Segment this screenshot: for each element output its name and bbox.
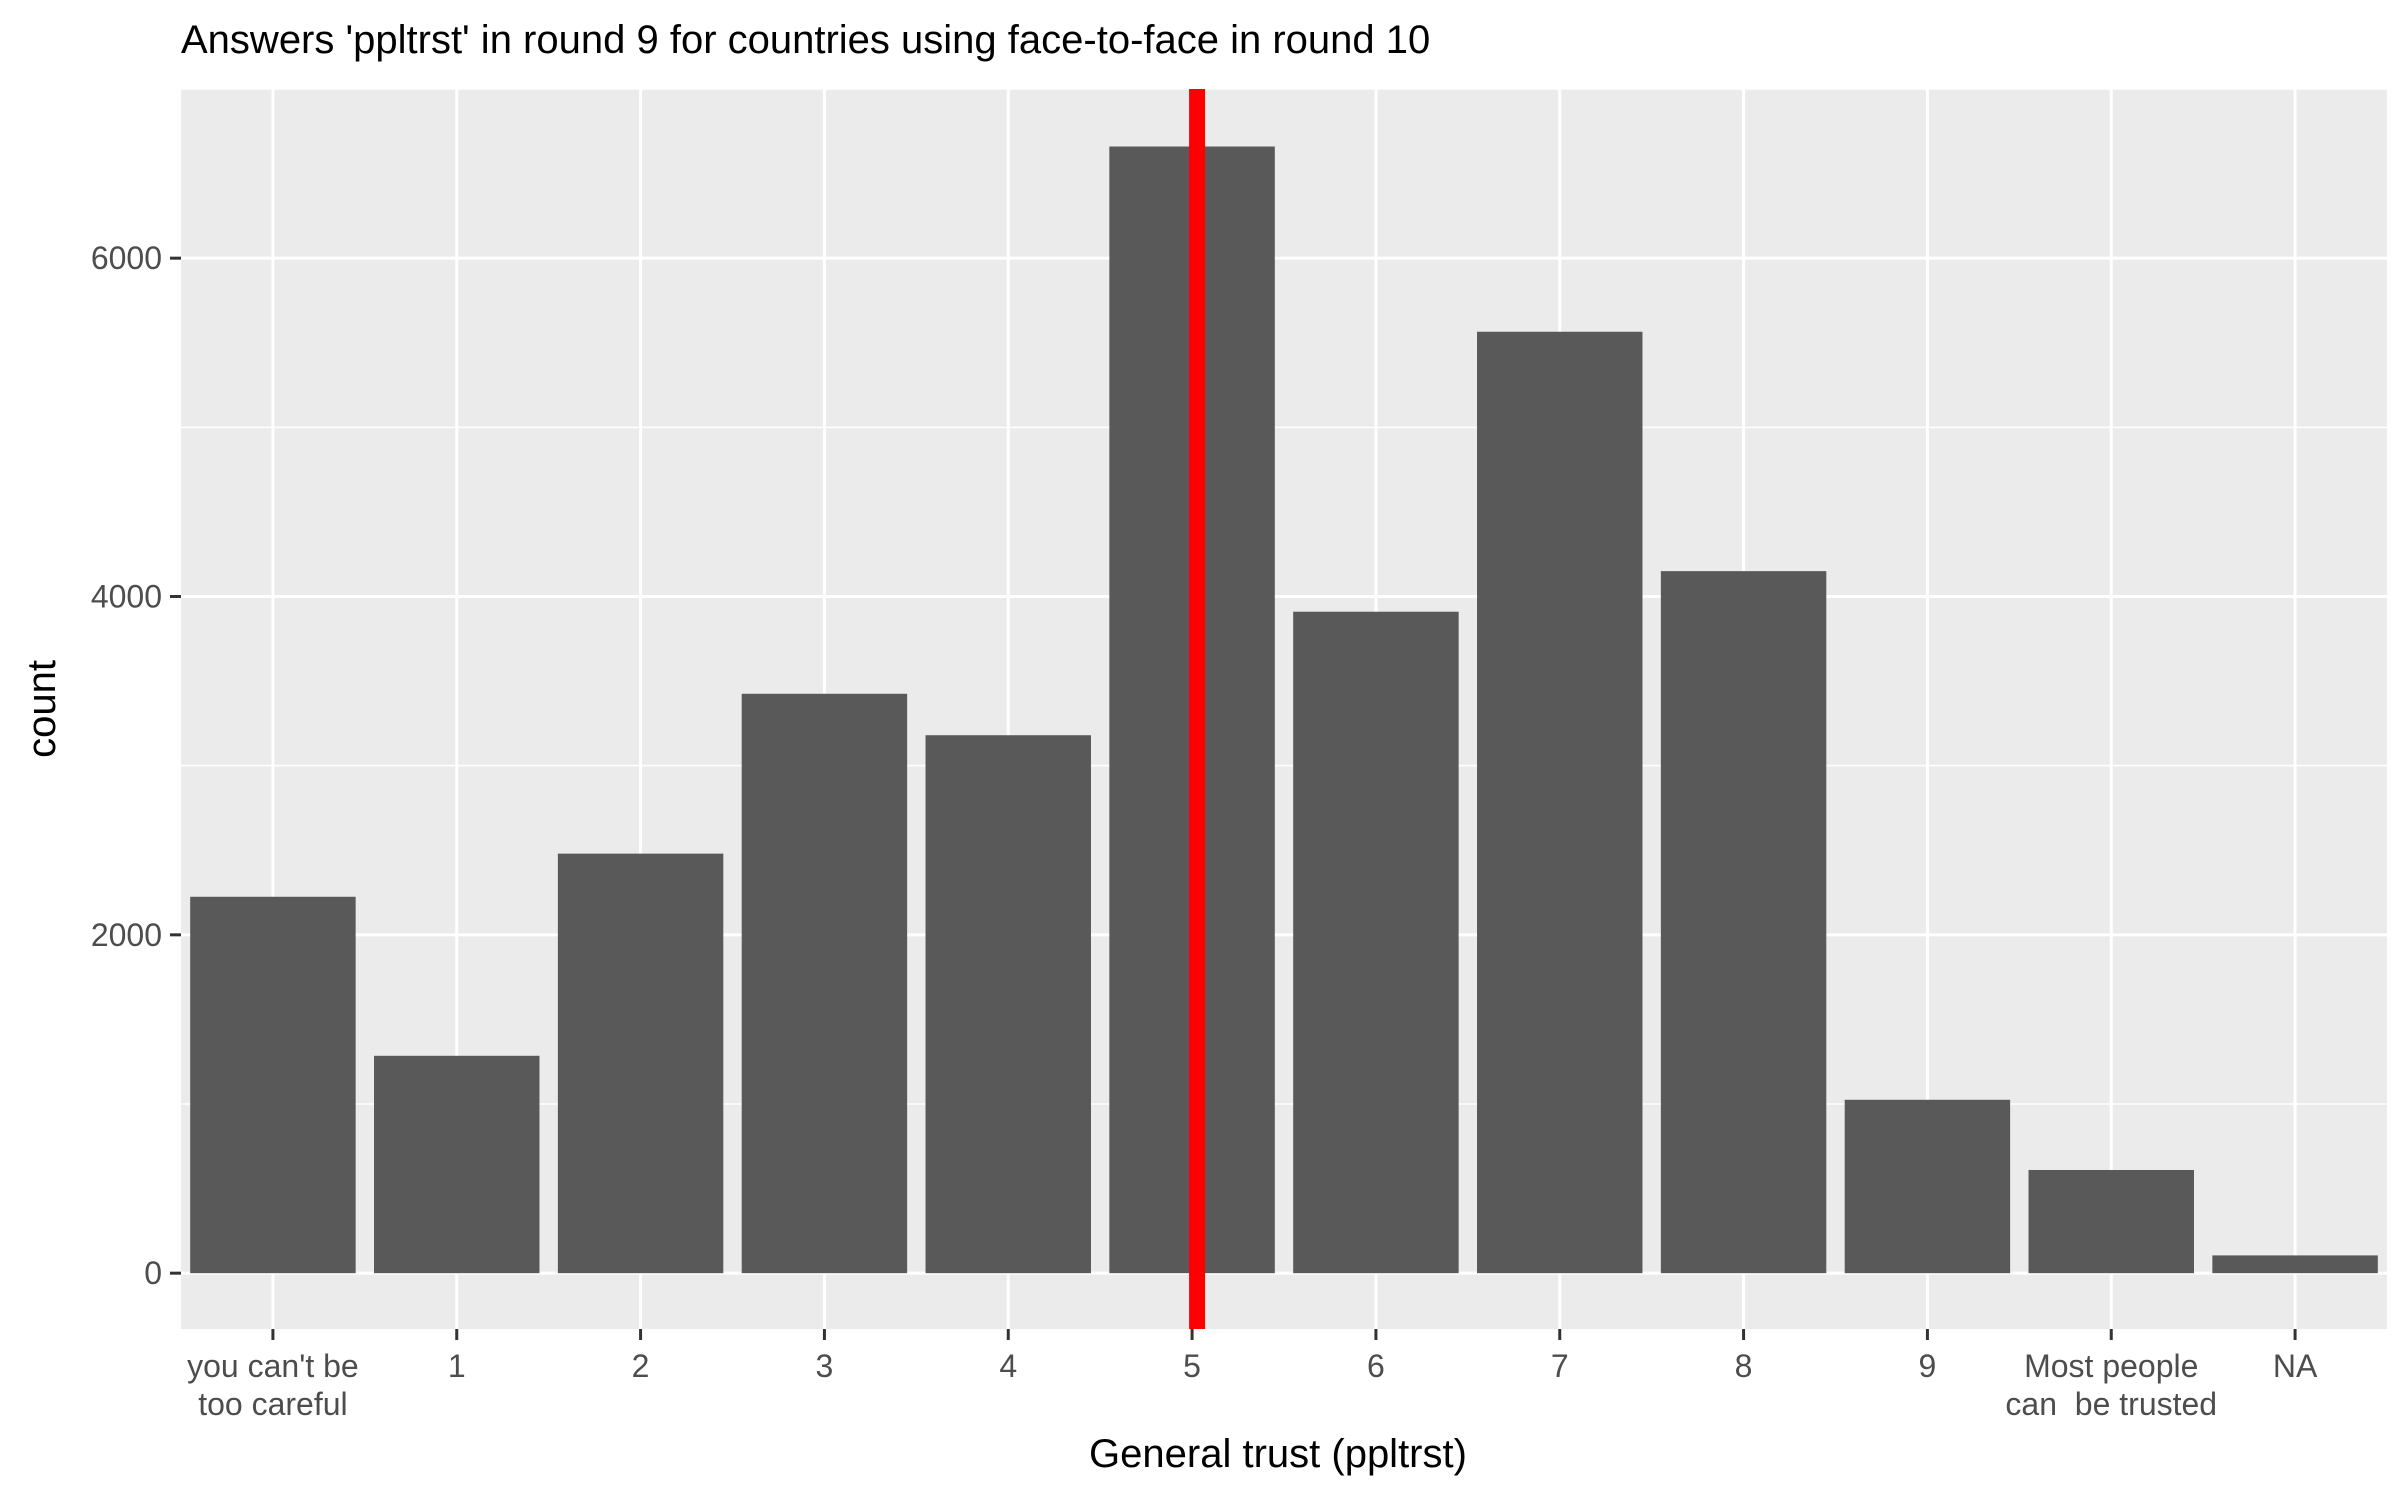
x-tick-label: 1 bbox=[448, 1348, 466, 1384]
x-tick-label-line: 5 bbox=[1183, 1348, 1201, 1384]
x-axis: you can't be too careful 1 2 3 4 5 6 7 8 9 Most peo… bbox=[187, 1329, 2318, 1422]
bar bbox=[925, 735, 1091, 1274]
y-tick-label: 0 bbox=[144, 1255, 162, 1291]
x-tick-label: 3 bbox=[816, 1348, 834, 1384]
bar bbox=[1660, 571, 1827, 1274]
x-tick-label-line: you can't be bbox=[187, 1348, 359, 1384]
y-tick-label: 4000 bbox=[91, 579, 162, 615]
plot-panel bbox=[181, 89, 2387, 1329]
x-tick-label-line: 6 bbox=[1367, 1348, 1385, 1384]
x-tick-label: 2 bbox=[632, 1348, 650, 1384]
bar bbox=[1477, 331, 1643, 1274]
x-tick-label: 5 bbox=[1183, 1348, 1201, 1384]
y-axis: 0 2000 4000 6000 bbox=[91, 240, 181, 1291]
x-axis-title: General trust (ppltrst) bbox=[1089, 1432, 1467, 1476]
y-tick-label: 6000 bbox=[91, 240, 162, 276]
x-tick-label: NA bbox=[2273, 1348, 2318, 1384]
x-tick-label-line: can be trusted bbox=[2005, 1386, 2217, 1422]
bar bbox=[741, 693, 908, 1274]
x-tick-label: you can't be too careful bbox=[187, 1348, 359, 1422]
x-tick-label: 9 bbox=[1919, 1348, 1937, 1384]
bars bbox=[190, 146, 2378, 1274]
x-tick-label-line: Most people bbox=[2024, 1348, 2198, 1384]
y-tick-label: 2000 bbox=[91, 917, 162, 953]
bar bbox=[190, 896, 356, 1274]
x-tick-label: Most people can be trusted bbox=[2005, 1348, 2217, 1422]
x-tick-label-line: NA bbox=[2273, 1348, 2318, 1384]
x-tick-label: 4 bbox=[999, 1348, 1017, 1384]
bar bbox=[557, 853, 724, 1274]
grid-minor bbox=[181, 88, 2387, 1105]
x-tick-label: 8 bbox=[1735, 1348, 1753, 1384]
x-tick-label-line: 2 bbox=[632, 1348, 650, 1384]
bar bbox=[1293, 611, 1459, 1274]
x-tick-label-line: 7 bbox=[1551, 1348, 1569, 1384]
x-tick-label-line: 4 bbox=[999, 1348, 1017, 1384]
x-tick-label: 7 bbox=[1551, 1348, 1569, 1384]
x-tick-label-line: too careful bbox=[198, 1386, 347, 1422]
bar bbox=[2028, 1169, 2194, 1274]
x-tick-label-line: 8 bbox=[1735, 1348, 1753, 1384]
x-tick-label-line: 9 bbox=[1919, 1348, 1937, 1384]
bar bbox=[1844, 1099, 2011, 1274]
bar bbox=[374, 1055, 540, 1274]
y-axis-title: count bbox=[20, 660, 64, 758]
x-tick-label-line: 1 bbox=[448, 1348, 466, 1384]
x-tick-label-line: 3 bbox=[816, 1348, 834, 1384]
bar bbox=[2212, 1255, 2378, 1274]
x-tick-label: 6 bbox=[1367, 1348, 1385, 1384]
chart-title: Answers 'ppltrst' in round 9 for countri… bbox=[181, 18, 1430, 62]
